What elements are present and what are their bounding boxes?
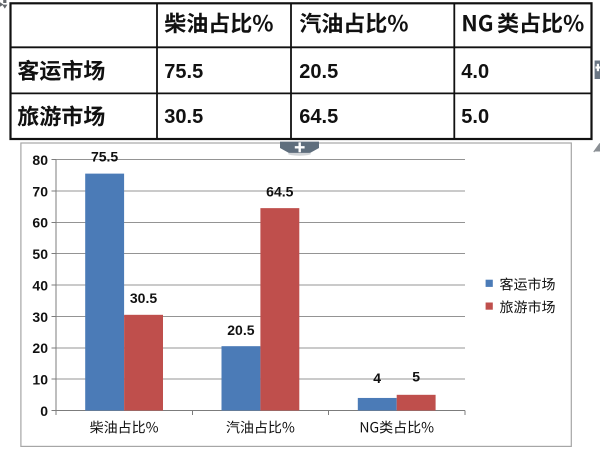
svg-text:75.5: 75.5 [164,61,203,83]
svg-text:80: 80 [32,152,48,168]
svg-text:4.0: 4.0 [461,61,489,83]
svg-text:20.5: 20.5 [299,61,338,83]
svg-text:5: 5 [412,368,420,384]
svg-text:64.5: 64.5 [266,183,293,199]
svg-text:30.5: 30.5 [164,106,203,128]
svg-text:70: 70 [32,183,48,199]
svg-text:30.5: 30.5 [130,290,157,306]
svg-text:10: 10 [32,372,48,388]
svg-text:20.5: 20.5 [227,322,254,338]
svg-text:4: 4 [373,370,381,386]
svg-text:60: 60 [32,215,48,231]
svg-text:75.5: 75.5 [91,148,118,164]
svg-text:30: 30 [32,309,48,325]
svg-text:0: 0 [40,403,48,419]
svg-text:20: 20 [32,340,48,356]
svg-text:50: 50 [32,246,48,262]
svg-text:64.5: 64.5 [299,106,338,128]
svg-text:5.0: 5.0 [461,106,489,128]
svg-text:40: 40 [32,277,48,293]
